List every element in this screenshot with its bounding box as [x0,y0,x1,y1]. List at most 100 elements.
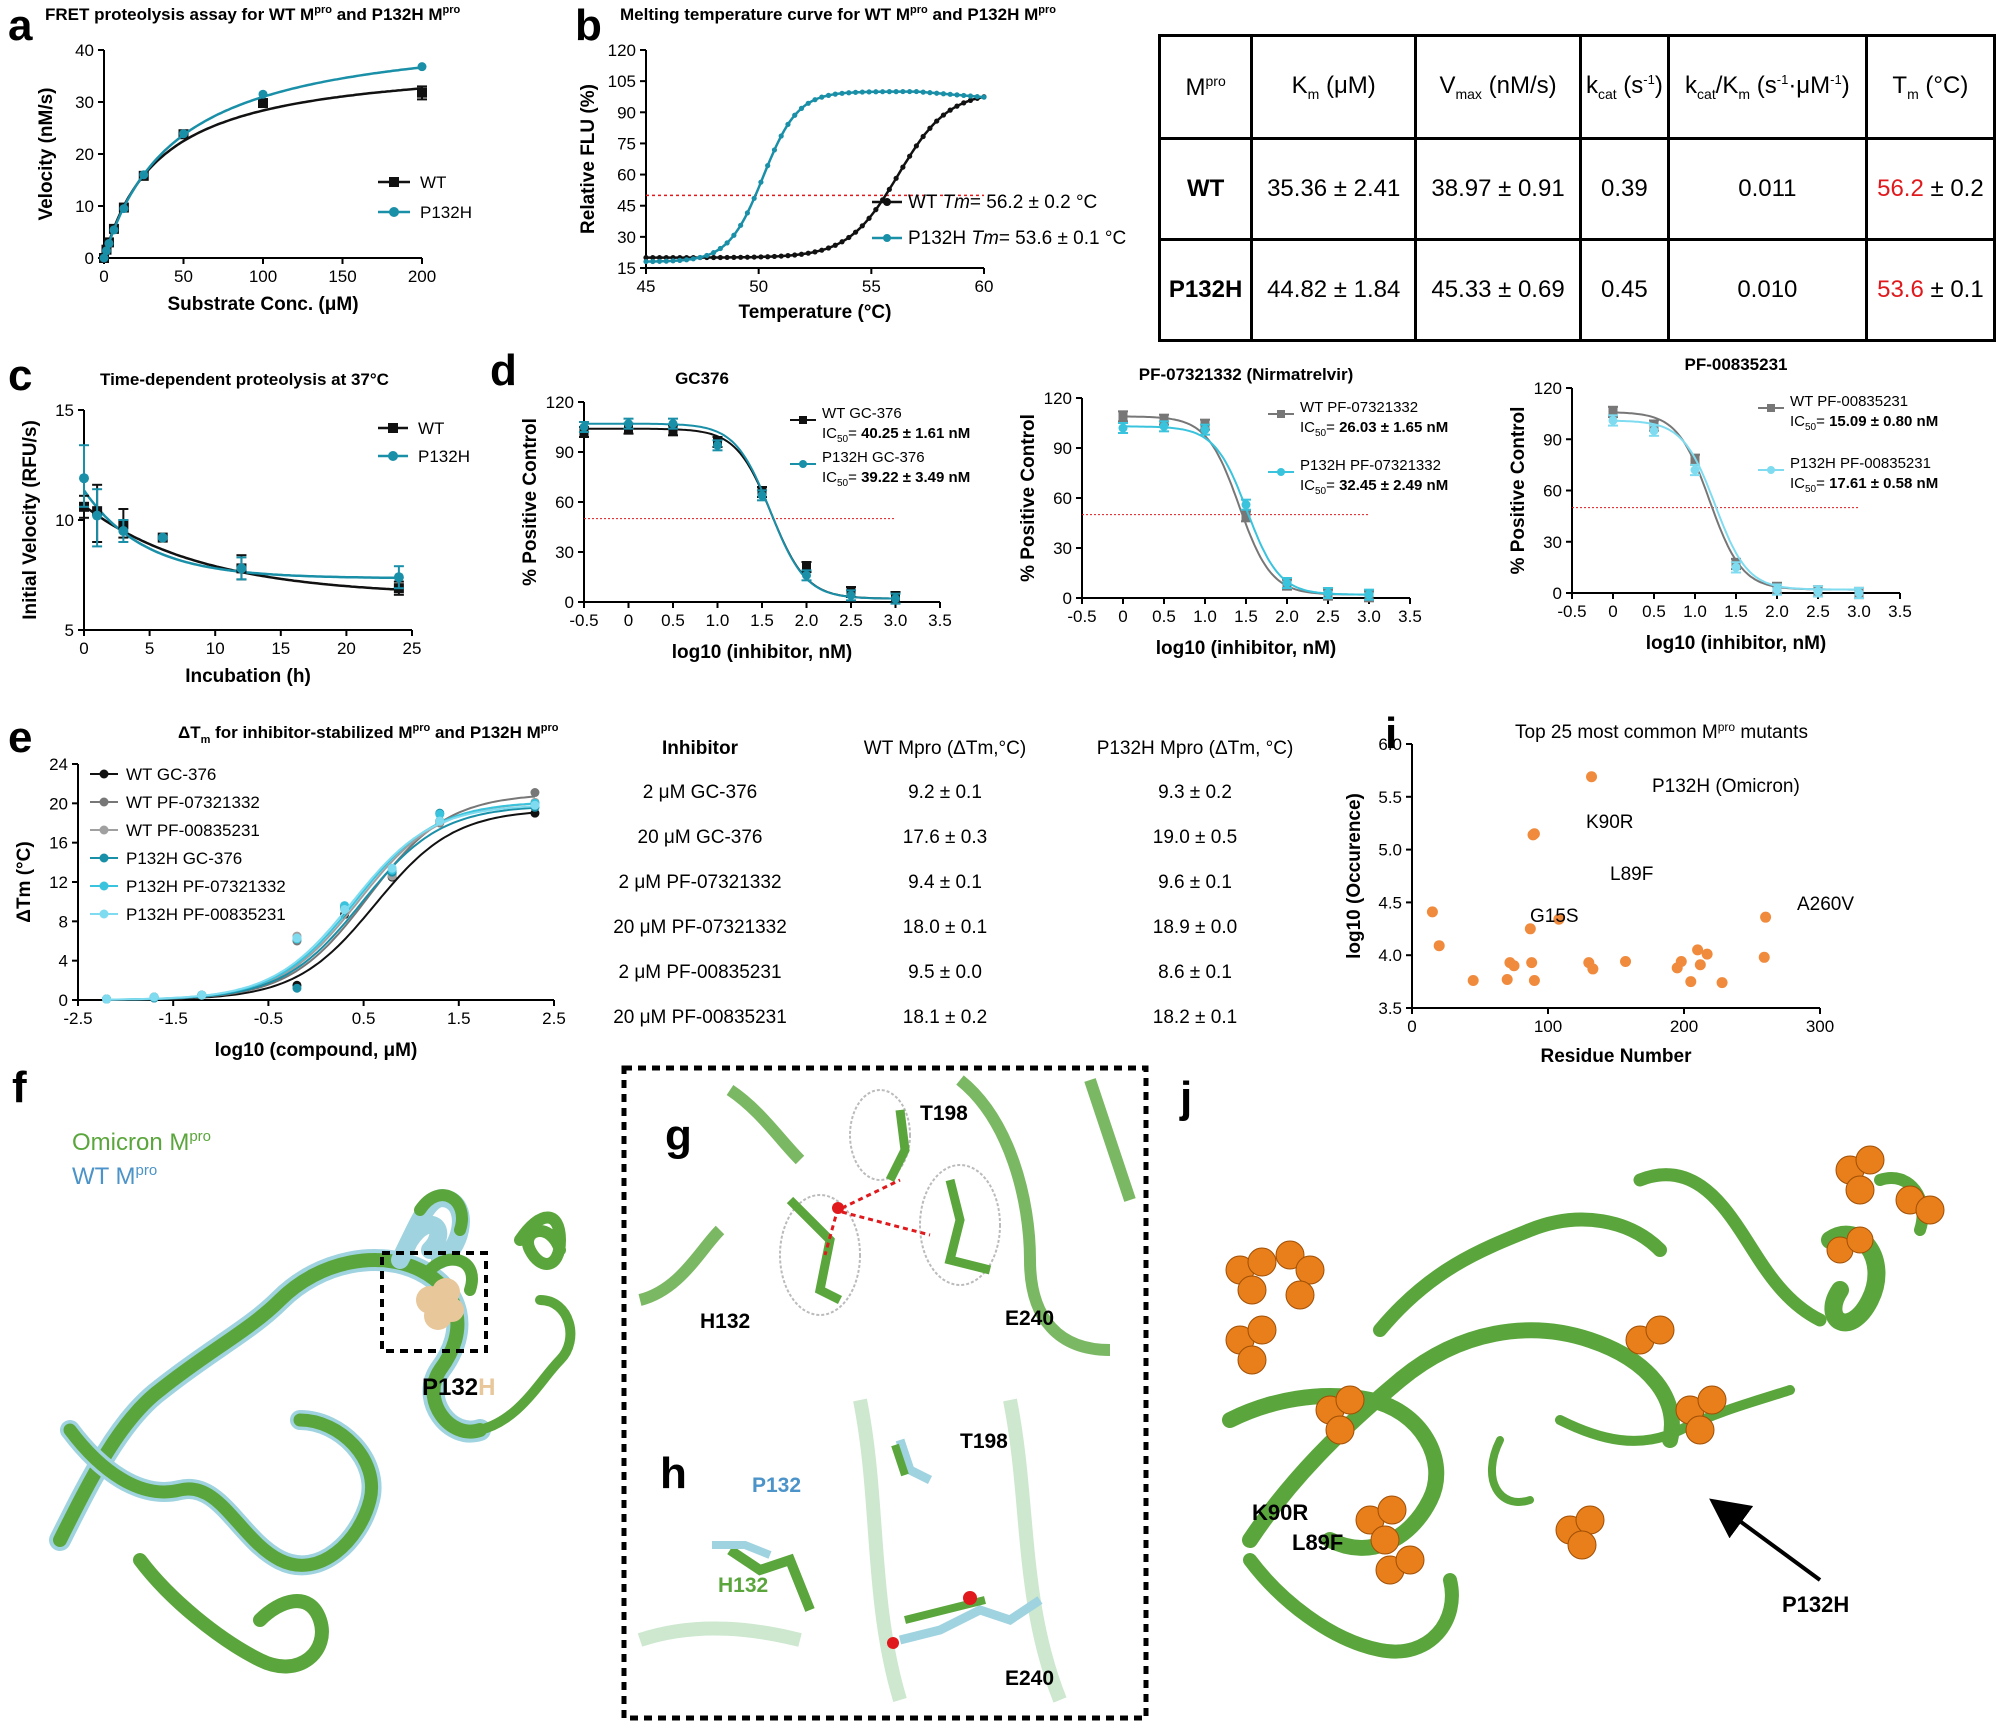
legend-marker [799,460,807,468]
mutant-point [1527,829,1539,841]
ic50-eq: = [848,469,861,486]
x-tick-label: 100 [249,267,277,286]
x-tick-label: 0 [1407,1017,1416,1036]
ic50-prefix: IC [1300,419,1315,436]
mutant-point [1694,959,1706,971]
legend-tm-value: = 53.6 ± 0.1 °C [999,228,1126,249]
x-tick-label: 1.0 [706,611,730,630]
melt-point-WT [839,239,845,245]
x-tick-label: -0.5 [1557,602,1586,621]
legend-marker [388,423,398,433]
legend-label-P132H: P132H [420,203,472,222]
data-point-P132H PF-00835231 [530,800,540,810]
ic50-value: 40.25 ± 1.61 nM [861,425,970,442]
y-tick-label: 90 [1543,430,1562,449]
ic50-prefix: IC [822,469,837,486]
legend-ic50: IC50= 40.25 ± 1.61 nM [822,425,970,445]
melt-point-P132H [900,88,906,95]
melt-point-P132H [852,89,859,95]
x-tick-label: 1.0 [1193,607,1217,626]
dtm-cell: 20 μM GC-376 [637,827,763,848]
ic50-sub: 50 [837,434,849,445]
melt-point-P132H [880,89,886,95]
dtm-h-inhibitor: Inhibitor [662,738,738,759]
legend-label-P132H PF-00835231: P132H PF-00835231 [1790,455,1931,472]
y-tick-label: 120 [608,41,636,60]
x-tick-label: 200 [1670,1017,1698,1036]
fit-curve-WT [102,87,423,259]
ic50-sub: 50 [1805,422,1817,433]
ic50-eq: = [1326,419,1339,436]
melt-point-P132H [934,90,940,96]
data-point-P132H PF-00835231 [102,994,112,1004]
data-point-P132H [118,526,129,536]
melt-point-P132H [724,240,730,246]
legend-label-WT: WT Tm= 56.2 ± 0.2 °C [908,192,1097,213]
legend-marker [883,198,891,206]
data-point-WT PF-07321332 [1241,511,1251,521]
mutant-point [1760,911,1772,923]
data-point-P132H [393,572,404,583]
panel-letter-b: b [575,1,602,50]
dtm-rows: 2 μM GC-376 9.2 ± 0.1 9.3 ± 0.2 20 μM GC-37… [600,730,1340,1030]
panel-letter-d: d [490,346,517,395]
panel-c-title: Time-dependent proteolysis at 37°C [100,370,389,389]
x-tick-label: 2.5 [542,1009,566,1028]
legend-label-P132H PF-00835231: P132H PF-00835231 [126,905,286,924]
melt-point-P132H [650,258,656,265]
legend-label-WT GC-376: WT GC-376 [126,765,216,784]
x-axis-label: Temperature (°C) [739,302,892,323]
y-tick-label: 90 [617,103,636,122]
legend-tm-symbol: Tm [971,228,998,249]
melt-point-WT [893,175,899,181]
ic50-sub: 50 [837,478,849,489]
legend-marker [99,797,109,807]
melt-point-WT [907,153,913,159]
legend-marker [1277,468,1285,476]
melt-point-P132H [683,257,690,263]
data-point-P132H PF-00835231 [1813,586,1823,596]
data-point-P132H [104,238,114,248]
melt-point-P132H [765,163,771,169]
dtm-cell: 9.5 ± 0.0 [908,962,982,983]
panel-j-structure: K90R L89F P132H [1222,1145,1945,1659]
data-point-P132H [157,532,168,543]
mutant-point [1586,771,1598,783]
melt-point-P132H [785,121,791,127]
kin-h-kcat: kcat (s-1) [1578,34,1670,140]
x-tick-label: 25 [403,639,422,658]
data-point-P132H [109,225,119,235]
x-tick-label: 10 [206,639,225,658]
melt-point-WT [731,254,737,260]
kinetics-row-wt: WT 35.36 ± 2.41 38.97 ± 0.91 0.39 0.011 … [1157,137,1996,241]
dtm-cell: 2 μM GC-376 [642,782,758,803]
data-point-P132H PF-00835231 [292,933,302,943]
melt-point-WT [798,251,805,257]
melt-point-WT [832,242,838,248]
dtm-cell: 9.3 ± 0.2 [1158,782,1232,803]
legend-marker [1767,466,1775,474]
melt-point-P132H [704,252,710,259]
legend-ic50: IC50= 17.61 ± 0.58 nM [1790,475,1938,495]
y-tick-label: 4.0 [1378,946,1402,965]
legend-marker [389,207,399,217]
melt-point-WT [792,252,798,258]
dtm-cell: 18.2 ± 0.1 [1152,1007,1238,1028]
x-tick-label: 1.5 [750,611,774,630]
data-point-P132H PF-07321332 [1241,500,1251,510]
panel-letter-g: g [665,1111,692,1160]
dtm-cell: 2 μM PF-07321332 [618,872,782,893]
y-tick-label: 60 [555,493,574,512]
x-axis-label: log10 (compound, μM) [215,1040,418,1061]
melt-point-WT [785,253,791,259]
melt-point-P132H [690,256,696,262]
melt-point-WT [866,215,872,221]
x-tick-label: 3.5 [1888,602,1912,621]
legend-label-P132H PF-07321332: P132H PF-07321332 [126,877,286,896]
y-tick-label: 3.5 [1378,999,1402,1018]
melt-point-P132H [947,91,953,97]
kinetics-table: Mpro Km (μM) Vmax (nM/s) kcat (s-1) kcat… [1157,34,1996,342]
legend-label-P132H: P132H [418,447,470,466]
x-tick-label: 200 [408,267,436,286]
melt-point-P132H [974,93,980,100]
